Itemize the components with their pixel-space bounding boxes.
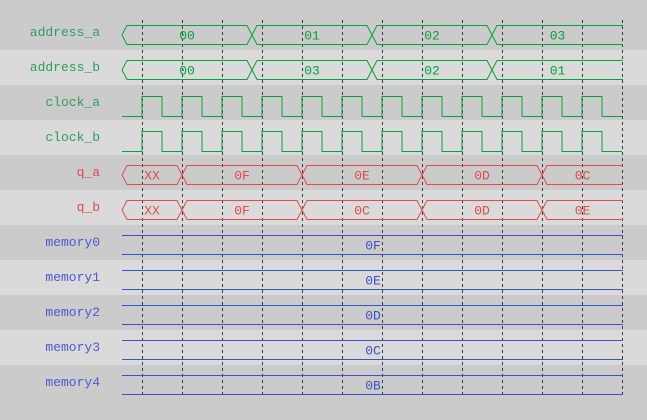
bus-value: 00 xyxy=(179,28,195,43)
bus-value: 0C xyxy=(365,343,381,358)
signal-label-memory2[interactable]: memory2 xyxy=(45,305,100,320)
bus-value: 0C xyxy=(354,203,370,218)
signal-label-q_a[interactable]: q_a xyxy=(76,165,100,180)
waveform-memory2: 0D xyxy=(122,305,623,325)
bus-value: 0C xyxy=(575,168,591,183)
signal-label-clock_b[interactable]: clock_b xyxy=(45,130,100,145)
bus-value: 0E xyxy=(354,168,370,183)
waveform-memory1: 0E xyxy=(122,270,623,290)
signal-label-memory0[interactable]: memory0 xyxy=(45,235,100,250)
bus-value: 03 xyxy=(304,63,320,78)
waveform-memory3: 0C xyxy=(122,340,623,360)
waveform-address_b: 00 03 02 01 xyxy=(121,60,623,80)
signal-row-clock_b: clock_b xyxy=(0,120,647,155)
signal-label-memory3[interactable]: memory3 xyxy=(45,340,100,355)
signal-label-q_b[interactable]: q_b xyxy=(76,200,100,215)
waveform-q_b: XX 0F 0C 0D 0E xyxy=(121,200,623,220)
bus-value: 03 xyxy=(550,28,566,43)
bus-value: 0F xyxy=(234,168,250,183)
waveform-memory0: 0F xyxy=(122,235,623,255)
bus-value: 0D xyxy=(474,168,490,183)
grid-lines xyxy=(142,20,623,394)
waveform-clock_b xyxy=(122,131,622,152)
waveform-address_a: 00 01 02 03 xyxy=(121,25,623,45)
bus-value: 02 xyxy=(424,63,440,78)
bus-value: 0B xyxy=(365,378,381,393)
bus-value: XX xyxy=(144,203,160,218)
signal-row-clock_a: clock_a xyxy=(0,85,647,120)
waveform-clock_a xyxy=(122,96,622,117)
bus-value: 01 xyxy=(550,63,566,78)
signal-label-memory4[interactable]: memory4 xyxy=(45,375,100,390)
signal-label-memory1[interactable]: memory1 xyxy=(45,270,100,285)
bus-value: 0F xyxy=(234,203,250,218)
signal-label-clock_a[interactable]: clock_a xyxy=(45,95,100,110)
bus-value: 0D xyxy=(474,203,490,218)
bus-value: 0E xyxy=(365,273,381,288)
signal-label-address_a[interactable]: address_a xyxy=(29,25,100,40)
bus-value: 0E xyxy=(575,203,591,218)
signal-label-address_b[interactable]: address_b xyxy=(29,60,100,75)
bus-value: 00 xyxy=(179,63,195,78)
bus-value: XX xyxy=(144,168,160,183)
waveform-memory4: 0B xyxy=(122,375,623,395)
bus-value: 0F xyxy=(365,238,381,253)
waveform-q_a: XX 0F 0E 0D 0C xyxy=(121,165,623,185)
bus-value: 0D xyxy=(365,308,381,323)
bus-value: 02 xyxy=(424,28,440,43)
bus-value: 01 xyxy=(304,28,320,43)
